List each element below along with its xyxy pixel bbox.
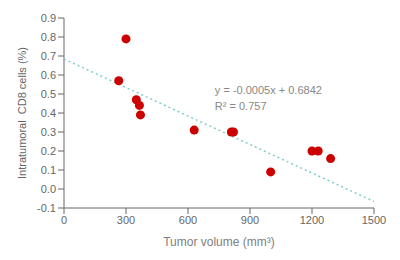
svg-text:0.4: 0.4 — [41, 107, 56, 119]
svg-text:1200: 1200 — [300, 214, 324, 226]
svg-text:Tumor volume (mm³): Tumor volume (mm³) — [163, 235, 275, 249]
svg-text:0: 0 — [61, 214, 67, 226]
svg-text:0.5: 0.5 — [41, 88, 56, 100]
svg-text:0.1: 0.1 — [41, 164, 56, 176]
svg-text:y = -0.0005x + 0.6842R² = 0.75: y = -0.0005x + 0.6842R² = 0.757 — [215, 84, 322, 113]
svg-text:Intratumoral CD8 cells (%): Intratumoral CD8 cells (%) — [16, 47, 28, 179]
svg-text:0.6: 0.6 — [41, 69, 56, 81]
svg-text:300: 300 — [117, 214, 135, 226]
svg-text:600: 600 — [179, 214, 197, 226]
svg-text:0.0: 0.0 — [41, 183, 56, 195]
svg-text:0.3: 0.3 — [41, 126, 56, 138]
svg-text:1500: 1500 — [362, 214, 386, 226]
svg-text:0.2: 0.2 — [41, 145, 56, 157]
svg-text:-0.1: -0.1 — [37, 202, 56, 214]
svg-text:0.9: 0.9 — [41, 12, 56, 24]
svg-text:900: 900 — [241, 214, 259, 226]
svg-text:0.8: 0.8 — [41, 31, 56, 43]
svg-text:0.7: 0.7 — [41, 50, 56, 62]
